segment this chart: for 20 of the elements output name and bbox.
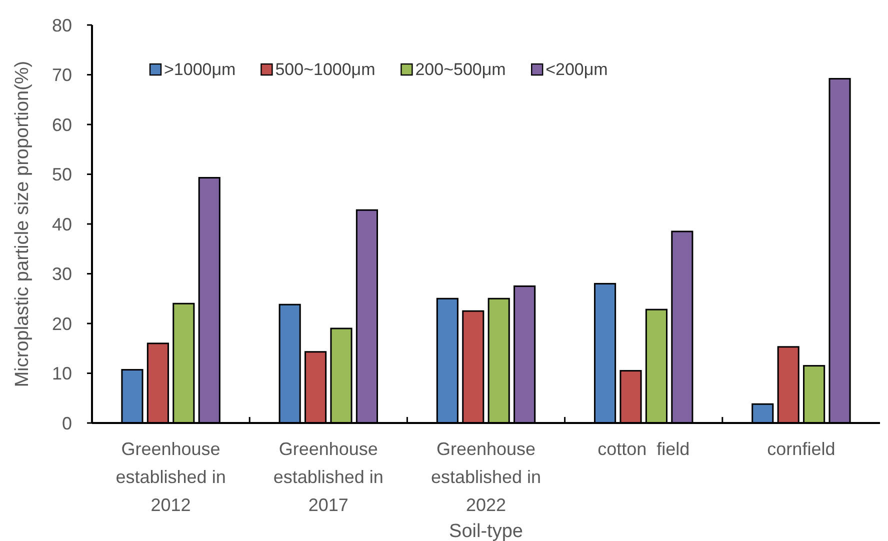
- y-tick-label: 40: [52, 214, 72, 234]
- y-tick-label: 20: [52, 314, 72, 334]
- y-tick-label: 70: [52, 65, 72, 86]
- x-tick-label: Greenhouse established in 2022: [430, 439, 542, 515]
- legend-label: 500~1000μm: [275, 60, 376, 79]
- y-tick-label: 30: [52, 264, 72, 284]
- legend-label: 200~500μm: [415, 60, 506, 79]
- y-axis-title: Microplastic particle size proportion(%): [12, 60, 33, 388]
- x-tick-label: cornfield: [767, 439, 836, 459]
- legend-label: <200μm: [546, 60, 608, 79]
- y-tick-label: 50: [52, 164, 72, 185]
- x-axis-title: Soil-type: [449, 521, 523, 541]
- x-tick-label: cotton field: [598, 439, 690, 459]
- y-tick-label: 80: [52, 15, 72, 36]
- x-tick-label: Greenhouse established in 2017: [273, 439, 384, 515]
- y-tick-label: 60: [52, 114, 72, 135]
- y-tick-label: 10: [52, 364, 72, 384]
- y-tick-label: 0: [62, 413, 72, 434]
- x-tick-label: Greenhouse established in 2012: [116, 439, 226, 515]
- legend-label: >1000μm: [164, 60, 236, 79]
